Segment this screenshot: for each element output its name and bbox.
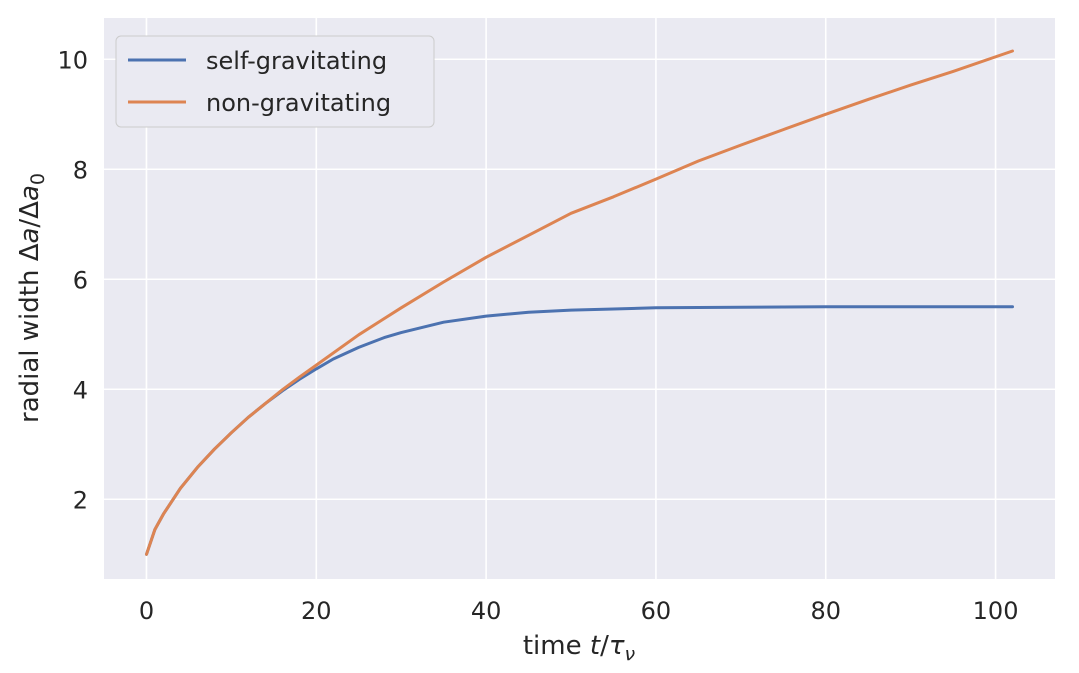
legend: self-gravitating non-gravitating — [115, 35, 435, 128]
y-tick-label: 8 — [73, 156, 88, 184]
legend-label-self-gravitating: self-gravitating — [206, 47, 387, 75]
x-tick-label: 0 — [139, 597, 154, 625]
x-tick-label: 60 — [641, 597, 672, 625]
x-tick-label: 80 — [810, 597, 841, 625]
y-tick-label: 6 — [73, 266, 88, 294]
x-tick-label: 20 — [301, 597, 332, 625]
y-axis-label: radial width Δa/Δa0 — [15, 173, 49, 423]
x-tick-label: 40 — [471, 597, 502, 625]
series-lines — [145, 49, 1014, 556]
legend-label-non-gravitating: non-gravitating — [206, 89, 391, 117]
series-line-non-gravitating — [145, 49, 1014, 556]
legend-box — [115, 35, 435, 128]
y-tick-label: 10 — [57, 46, 88, 74]
x-tick-label: 100 — [973, 597, 1019, 625]
y-tick-label: 4 — [73, 376, 88, 404]
grid-lines — [104, 18, 1055, 579]
y-tick-label: 2 — [73, 486, 88, 514]
x-axis-label: time t/τν — [523, 631, 636, 665]
tick-labels: 0 20 40 60 80 100 2 4 6 8 10 — [57, 46, 1018, 625]
